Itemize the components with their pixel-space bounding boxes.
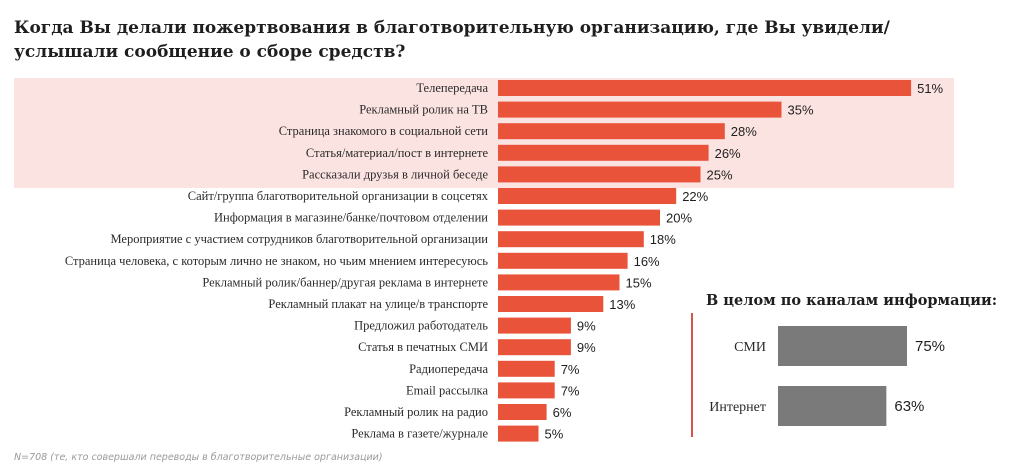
value-label: 6%: [553, 405, 572, 420]
bar: [498, 382, 555, 399]
value-label: 9%: [577, 340, 596, 355]
bar: [498, 166, 701, 183]
bar: [498, 274, 620, 291]
value-label: 28%: [731, 124, 757, 139]
bar: [498, 296, 604, 312]
category-label: Рекламный ролик на ТВ: [359, 103, 488, 117]
value-label: 22%: [682, 189, 708, 204]
bar: [498, 231, 644, 248]
category-label: Рекламный ролик/баннер/другая реклама в …: [202, 275, 488, 289]
category-label: Рекламный плакат на улице/в транспорте: [268, 297, 488, 311]
category-label: Рекламный ролик на радио: [344, 405, 488, 419]
value-label: 25%: [707, 167, 733, 182]
bar: [498, 144, 709, 161]
value-label: 51%: [917, 81, 943, 96]
inset-bar: [778, 386, 887, 426]
value-label: 9%: [577, 319, 596, 334]
value-label: 26%: [715, 146, 741, 161]
category-label: Предложил работодатель: [354, 319, 488, 333]
inset-bar: [778, 326, 907, 366]
bar: [498, 209, 660, 226]
bar: [498, 425, 539, 442]
category-label: Телепередача: [416, 81, 488, 95]
bar: [498, 339, 571, 356]
category-label: Сайт/группа благотворительной организаци…: [188, 189, 489, 203]
inset-value-label: 63%: [894, 398, 924, 415]
category-label: Мероприятие с участием сотрудников благо…: [110, 232, 488, 246]
highlight-band: [14, 78, 954, 188]
bar: [498, 360, 555, 377]
category-label: Реклама в газете/журнале: [351, 427, 488, 441]
bar: [498, 80, 912, 96]
value-label: 16%: [634, 254, 660, 269]
category-label: Рассказали друзья в личной беседе: [302, 167, 488, 181]
value-label: 20%: [666, 211, 692, 226]
category-label: Радиопередача: [409, 362, 488, 376]
category-label: Страница знакомого в социальной сети: [279, 124, 489, 138]
category-label: Информация в магазине/банке/почтовом отд…: [214, 211, 488, 225]
bar: [498, 317, 571, 334]
value-label: 7%: [561, 383, 580, 398]
chart-title: Когда Вы делали пожертвования в благотво…: [14, 18, 890, 62]
bar: [498, 252, 628, 269]
footnote: N=708 (те, кто совершали переводы в благ…: [14, 452, 383, 463]
category-label: Статья в печатных СМИ: [358, 340, 488, 354]
bar: [498, 123, 725, 140]
value-label: 13%: [609, 297, 635, 312]
category-label: Email рассылка: [406, 383, 488, 397]
inset-value-label: 75%: [915, 338, 945, 355]
category-label: Страница человека, с которым лично не зн…: [65, 254, 488, 268]
category-label: Статья/материал/пост в интернете: [306, 146, 489, 160]
bar: [498, 101, 782, 118]
value-label: 35%: [788, 103, 814, 118]
inset-chart-title: В целом по каналам информации:: [706, 292, 998, 309]
value-label: 5%: [545, 427, 564, 442]
inset-axis-line: [691, 313, 693, 437]
value-label: 7%: [561, 362, 580, 377]
inset-category-label: СМИ: [734, 340, 766, 355]
bar: [498, 188, 677, 204]
inset-category-label: Интернет: [709, 400, 766, 415]
value-label: 15%: [626, 275, 652, 290]
bar: [498, 404, 547, 420]
value-label: 18%: [650, 232, 676, 247]
